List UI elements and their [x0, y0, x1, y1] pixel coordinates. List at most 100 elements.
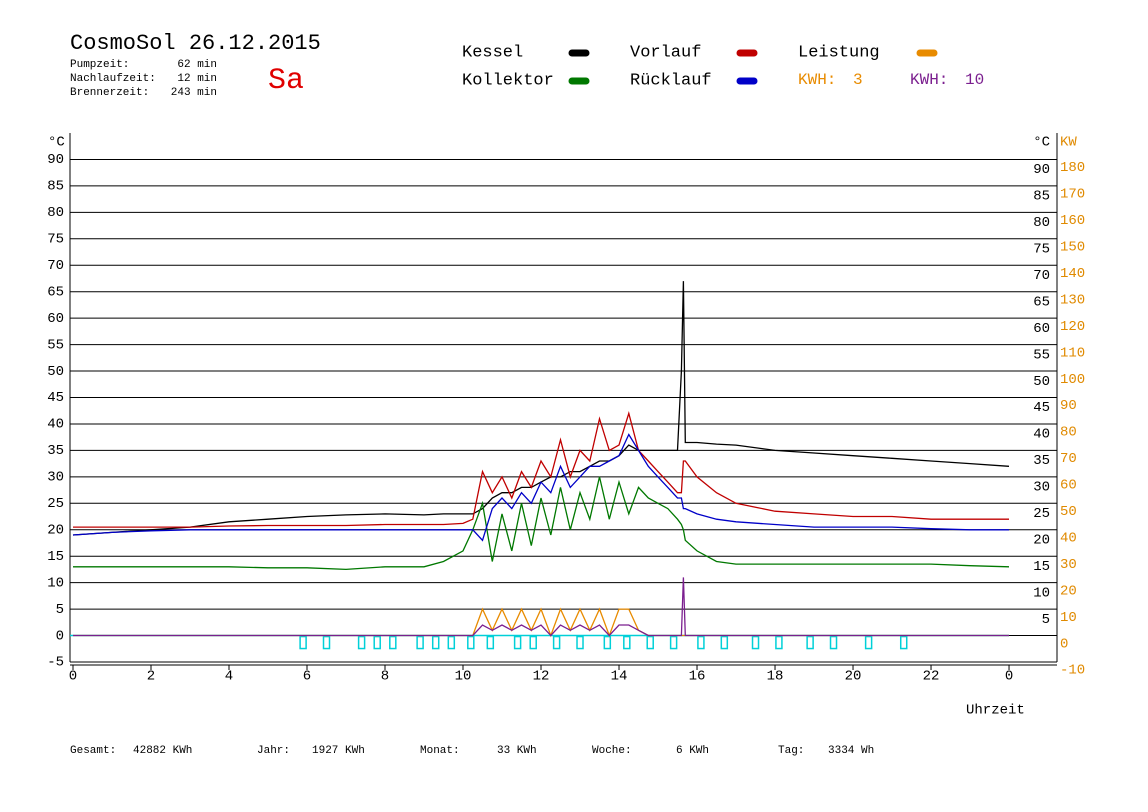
y-tick-label: 45 — [47, 390, 64, 406]
kwh-value: 3 — [853, 71, 863, 89]
pump-marker — [431, 635, 440, 650]
y-tick-label-right: 60 — [1033, 321, 1050, 337]
y2-tick-label: -10 — [1060, 663, 1085, 679]
pump-marker — [829, 635, 838, 650]
info-value: 12 min — [177, 73, 217, 85]
y-tick-label: 35 — [47, 443, 64, 459]
pump-marker — [486, 635, 495, 650]
y-tick-label: 65 — [47, 284, 64, 300]
pump-marker — [806, 635, 814, 650]
y-tick-label: 5 — [56, 602, 64, 618]
y2-tick-label: 160 — [1060, 213, 1085, 229]
y-tick-label-right: 50 — [1033, 374, 1050, 390]
y-tick-label-right: 35 — [1033, 453, 1050, 469]
y2-tick-label: 80 — [1060, 425, 1077, 441]
pump-marker — [552, 635, 561, 650]
y2-tick-label: 50 — [1060, 504, 1077, 520]
y-tick-label-right: 75 — [1033, 242, 1050, 258]
series-line — [72, 433, 1009, 542]
y2-tick-label: 170 — [1060, 187, 1085, 203]
y2-tick-label: 140 — [1060, 266, 1085, 282]
pump-marker — [697, 635, 705, 650]
chart-title: CosmoSol 26.12.2015 — [70, 31, 321, 56]
y2-tick-label: 60 — [1060, 478, 1077, 494]
pump-marker — [322, 635, 331, 650]
y2-tick-label: 10 — [1060, 610, 1077, 626]
x-tick-label: 6 — [303, 669, 311, 685]
pump-marker — [669, 635, 678, 650]
x-tick-label: 4 — [225, 669, 233, 685]
x-tick-label: 14 — [611, 669, 628, 685]
x-tick-label: 16 — [689, 669, 706, 685]
x-tick-label: 22 — [923, 669, 940, 685]
y-axis-label-right: °C — [1033, 135, 1050, 151]
day: Sa — [268, 64, 304, 98]
legend-label: Rücklauf — [630, 71, 712, 90]
pump-marker — [720, 635, 729, 650]
footer-value: 3334 Wh — [828, 745, 874, 757]
y2-tick-label: 20 — [1060, 583, 1077, 599]
y-axis-label: °C — [48, 135, 65, 151]
y2-tick-label: 130 — [1060, 292, 1085, 308]
y-tick-label: 30 — [47, 470, 64, 486]
y-tick-label: 0 — [56, 628, 64, 644]
footer-label: Woche: — [592, 745, 632, 757]
pump-marker — [299, 635, 307, 650]
legend-label: Kessel — [462, 43, 523, 62]
pump-marker — [576, 635, 584, 650]
y-tick-label: 40 — [47, 417, 64, 433]
x-tick-label: 0 — [1005, 669, 1013, 685]
pump-marker — [899, 635, 908, 650]
y-tick-label: 60 — [47, 311, 64, 327]
y-tick-label-right: 25 — [1033, 506, 1050, 522]
y-tick-label: 80 — [47, 205, 64, 221]
x-tick-label: 8 — [381, 669, 389, 685]
kwh-value: 10 — [965, 71, 984, 89]
y-tick-label: 85 — [47, 179, 64, 195]
kwh-label: KWH: — [798, 71, 836, 89]
pump-marker — [775, 635, 783, 650]
y-tick-label: 50 — [47, 364, 64, 380]
y2-tick-label: 40 — [1060, 530, 1077, 546]
x-axis-label: Uhrzeit — [966, 703, 1025, 719]
pump-marker — [389, 635, 397, 650]
y-tick-label: 70 — [47, 258, 64, 274]
x-tick-label: 12 — [533, 669, 550, 685]
footer-label: Monat: — [420, 745, 460, 757]
y-tick-label: 90 — [47, 152, 64, 168]
pump-marker — [467, 635, 475, 650]
footer-value: 6 KWh — [676, 745, 709, 757]
pump-marker — [646, 635, 654, 650]
y2-tick-label: 70 — [1060, 451, 1077, 467]
y-tick-label-right: 85 — [1033, 189, 1050, 205]
pump-marker — [416, 635, 424, 650]
pump-marker — [373, 635, 381, 650]
y-tick-label-right: 5 — [1042, 612, 1050, 628]
y-tick-label-right: 45 — [1033, 400, 1050, 416]
y-tick-label: 25 — [47, 496, 64, 512]
y-tick-label-right: 70 — [1033, 268, 1050, 284]
pump-marker — [623, 635, 631, 650]
y2-tick-label: 120 — [1060, 319, 1085, 335]
footer-value: 1927 KWh — [312, 745, 365, 757]
info-value: 243 min — [171, 87, 217, 99]
footer-label: Tag: — [778, 745, 804, 757]
legend-label: Leistung — [798, 43, 880, 62]
pump-marker — [447, 635, 456, 650]
series-line — [73, 411, 1009, 528]
y-tick-label-right: 15 — [1033, 559, 1050, 575]
y-tick-label-right: 80 — [1033, 215, 1050, 231]
x-tick-label: 2 — [147, 669, 155, 685]
info-value: 62 min — [177, 59, 217, 71]
y-tick-label-right: 65 — [1033, 294, 1050, 310]
pump-marker — [751, 635, 760, 650]
y2-tick-label: 100 — [1060, 372, 1085, 388]
y2-axis-label: KW — [1060, 135, 1077, 151]
pump-marker — [864, 635, 873, 650]
y2-tick-label: 90 — [1060, 398, 1077, 414]
y-tick-label-right: 40 — [1033, 427, 1050, 443]
y2-tick-label: 180 — [1060, 160, 1085, 176]
info-label: Brennerzeit: — [70, 87, 149, 99]
